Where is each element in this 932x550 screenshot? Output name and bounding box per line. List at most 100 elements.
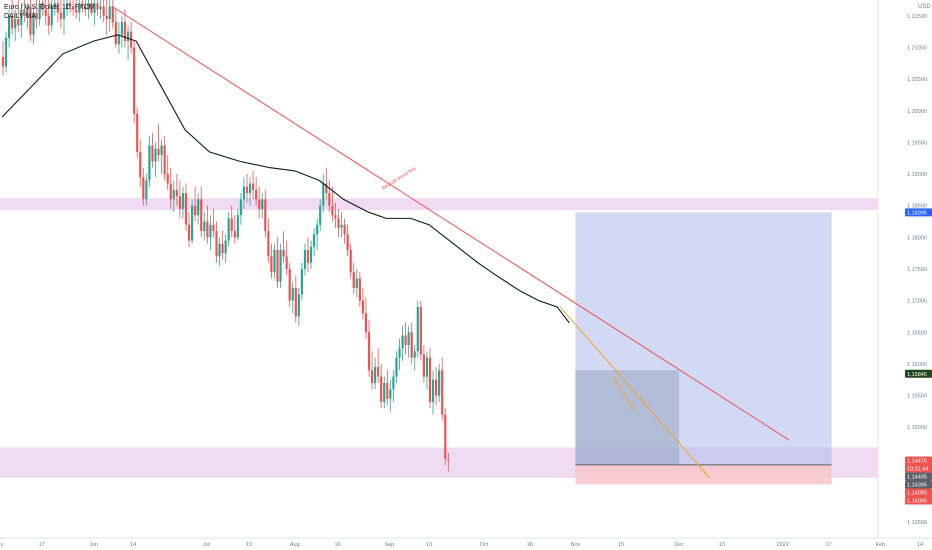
candle xyxy=(355,278,358,288)
trend-line-2 xyxy=(559,306,710,479)
candle xyxy=(300,269,303,295)
trend-line-label: Bearish trend line xyxy=(381,166,417,192)
price-label-tag xyxy=(905,208,932,217)
candle xyxy=(47,15,50,26)
candle xyxy=(203,221,206,232)
candle xyxy=(416,306,419,352)
candle xyxy=(14,18,17,29)
support-resistance-zone xyxy=(0,198,878,211)
candle xyxy=(123,22,127,42)
candle xyxy=(441,370,444,415)
time-tick-label: Aug xyxy=(290,542,300,548)
price-label-tag xyxy=(905,369,932,378)
candle xyxy=(78,3,81,13)
candle xyxy=(84,6,87,10)
candle xyxy=(212,224,215,232)
price-label-tag xyxy=(905,480,932,489)
stop-zone xyxy=(575,464,832,485)
price-tick-label: 1.16500 xyxy=(907,330,927,336)
candle xyxy=(279,250,282,282)
candle xyxy=(102,6,105,16)
candle xyxy=(447,458,450,461)
candle xyxy=(126,31,130,42)
time-tick-label: Feb xyxy=(876,542,885,548)
candle xyxy=(431,379,435,402)
price-tick-label: 1.13500 xyxy=(907,520,927,526)
candle xyxy=(56,3,59,13)
price-tick-label: 1.17500 xyxy=(907,267,927,273)
candle xyxy=(288,269,291,301)
time-tick-label: 16 xyxy=(334,542,340,548)
candle xyxy=(206,221,209,238)
candle xyxy=(331,205,334,216)
candle xyxy=(35,12,38,19)
candle xyxy=(148,145,151,181)
currency-label: USD xyxy=(918,4,931,10)
candle xyxy=(248,183,252,194)
price-tick-label: 1.19000 xyxy=(907,172,927,178)
price-tick-label: 1.18500 xyxy=(907,204,927,210)
time-tick-label: 2022 xyxy=(777,542,789,548)
candle xyxy=(328,193,331,206)
candle xyxy=(117,34,120,45)
candle xyxy=(224,240,227,254)
candle xyxy=(398,348,401,358)
candle xyxy=(75,9,78,13)
candle xyxy=(435,379,438,396)
candle xyxy=(215,231,218,257)
candle xyxy=(93,3,96,13)
candle xyxy=(419,306,422,355)
candle xyxy=(38,3,41,19)
candle xyxy=(392,376,395,390)
candle xyxy=(245,186,249,194)
candle xyxy=(145,180,148,200)
time-tick-label: Dec xyxy=(674,542,684,548)
candle xyxy=(264,199,267,232)
candle xyxy=(8,15,11,38)
candle xyxy=(29,6,32,35)
candle xyxy=(105,15,108,19)
time-tick-label: Jun xyxy=(89,542,98,548)
candle xyxy=(11,15,14,29)
candle xyxy=(282,250,285,257)
candle xyxy=(395,357,398,377)
candle xyxy=(181,193,185,209)
candle xyxy=(157,148,160,156)
candle xyxy=(133,47,136,114)
time-tick-label: 19 xyxy=(246,542,252,548)
price-label-tag xyxy=(905,472,932,481)
candle xyxy=(139,151,142,178)
price-tick-label: 1.19500 xyxy=(907,140,927,146)
candle xyxy=(65,3,69,10)
candle xyxy=(306,250,310,263)
candle xyxy=(120,22,124,35)
candle xyxy=(425,357,429,377)
candle xyxy=(267,231,270,257)
countdown-label: 10:31:44 xyxy=(907,466,928,472)
candle xyxy=(346,234,349,251)
time-tick-label: 17 xyxy=(39,542,45,548)
candle xyxy=(349,250,352,273)
candle xyxy=(32,12,35,35)
candle xyxy=(340,224,343,228)
candle xyxy=(169,183,172,200)
candle xyxy=(99,6,102,10)
candle xyxy=(285,256,288,269)
price-label-value: 1.14095 xyxy=(907,490,927,496)
candle xyxy=(197,199,200,216)
candle xyxy=(69,3,72,7)
symbol-title: Euro / U.S. Dollar, 1D, FXCM xyxy=(4,4,95,11)
candle xyxy=(230,218,233,232)
price-label-tag xyxy=(905,456,932,465)
candle xyxy=(1,56,5,67)
candle xyxy=(96,3,99,10)
candle xyxy=(178,196,181,209)
candle xyxy=(313,234,316,247)
candle xyxy=(151,145,154,162)
candle xyxy=(227,218,230,241)
candle xyxy=(322,183,325,206)
candle xyxy=(59,12,63,19)
price-label-value: 1.14395 xyxy=(907,482,927,488)
